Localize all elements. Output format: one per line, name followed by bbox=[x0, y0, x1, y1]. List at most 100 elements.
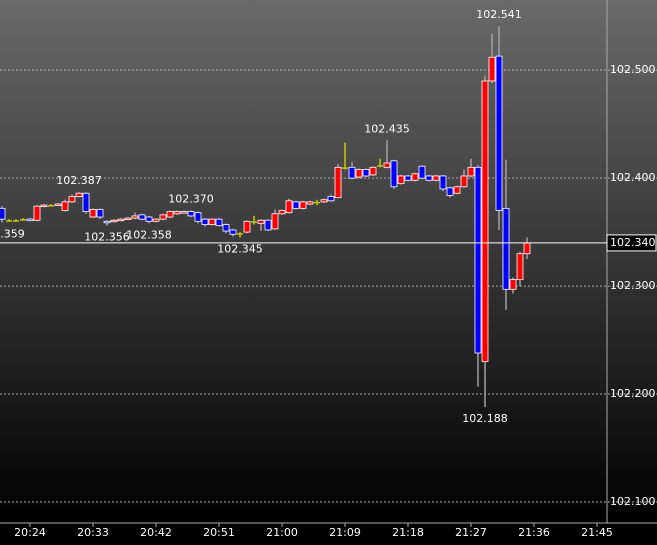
x-tick-label: 20:42 bbox=[140, 526, 172, 539]
candle-body bbox=[96, 209, 104, 218]
price-annotation: 102.358 bbox=[126, 228, 172, 241]
candle-body bbox=[180, 211, 188, 214]
x-tick-label: 21:00 bbox=[266, 526, 298, 539]
candle-body bbox=[0, 207, 6, 220]
candle-body bbox=[271, 213, 279, 230]
candle-body bbox=[215, 218, 223, 227]
candle-body bbox=[362, 169, 370, 177]
candle-body bbox=[103, 220, 111, 224]
candle-body bbox=[257, 219, 265, 224]
candle-body bbox=[432, 175, 440, 181]
candle-body bbox=[13, 220, 19, 222]
candle-body bbox=[453, 186, 461, 194]
candle-body bbox=[467, 166, 475, 177]
candle-body bbox=[208, 218, 216, 225]
plot-background bbox=[0, 0, 657, 523]
candle-body bbox=[124, 217, 132, 220]
candle-body bbox=[488, 56, 496, 82]
candle-body bbox=[502, 207, 510, 290]
y-tick-label: 102.400 bbox=[610, 171, 656, 184]
candle-body bbox=[145, 216, 153, 222]
candle-body bbox=[138, 214, 146, 220]
candle-body bbox=[383, 162, 391, 168]
candle-body bbox=[131, 215, 139, 219]
candle-body bbox=[342, 167, 348, 169]
candle-body bbox=[201, 218, 209, 225]
candle-body bbox=[320, 199, 328, 203]
y-tick-label: 102.100 bbox=[610, 495, 656, 508]
x-tick-label: 21:36 bbox=[518, 526, 550, 539]
candle-body bbox=[285, 200, 293, 214]
candle-body bbox=[425, 175, 433, 181]
y-tick-label: 102.300 bbox=[610, 279, 656, 292]
candle-body bbox=[222, 224, 230, 232]
price-annotation: 102.356 bbox=[84, 231, 130, 244]
x-tick-label: 21:45 bbox=[581, 526, 613, 539]
candle-body bbox=[229, 229, 237, 235]
candle-body bbox=[390, 160, 398, 188]
y-tick-label: 102.200 bbox=[610, 387, 656, 400]
candle-body bbox=[306, 201, 314, 205]
candle-body bbox=[474, 166, 482, 354]
price-annotation: 102.359 bbox=[0, 227, 25, 240]
candle-body bbox=[523, 242, 531, 255]
price-annotation: 102.387 bbox=[56, 174, 102, 187]
last-price-label: 102.340 bbox=[610, 236, 656, 249]
candle-body bbox=[173, 211, 181, 215]
candle-body bbox=[446, 187, 454, 196]
candle-body bbox=[110, 219, 118, 223]
candle-body bbox=[89, 209, 97, 218]
candle-body bbox=[439, 175, 447, 190]
candle-body bbox=[33, 205, 41, 221]
candle-body bbox=[411, 173, 419, 181]
candle-body bbox=[299, 201, 307, 209]
x-tick-label: 21:27 bbox=[455, 526, 487, 539]
candle-body bbox=[369, 166, 377, 176]
candle-body bbox=[117, 218, 125, 222]
candle-body bbox=[6, 220, 12, 222]
price-annotation: 102.435 bbox=[364, 122, 410, 135]
candle-body bbox=[481, 80, 489, 363]
candle-body bbox=[194, 212, 202, 222]
candle-body bbox=[404, 175, 412, 181]
candle-body bbox=[54, 203, 62, 206]
price-annotation: 102.345 bbox=[217, 243, 263, 256]
candle-body bbox=[237, 233, 243, 235]
candle-body bbox=[460, 175, 468, 188]
x-tick-label: 20:51 bbox=[203, 526, 235, 539]
candle-body bbox=[68, 196, 76, 203]
x-axis-band bbox=[0, 523, 657, 545]
candle-body bbox=[75, 192, 83, 197]
candle-body bbox=[159, 214, 167, 220]
candle-body bbox=[187, 211, 195, 217]
candle-body bbox=[243, 220, 251, 233]
candle-body bbox=[152, 218, 160, 222]
candle-body bbox=[292, 201, 300, 209]
x-tick-label: 21:09 bbox=[329, 526, 361, 539]
candle-body bbox=[251, 221, 257, 223]
price-annotation: 102.541 bbox=[476, 8, 522, 21]
candle-body bbox=[509, 279, 517, 290]
x-tick-label: 21:18 bbox=[392, 526, 424, 539]
candle-body bbox=[314, 201, 320, 204]
candle-body bbox=[166, 211, 174, 218]
candle-body bbox=[264, 219, 272, 231]
candle-body bbox=[516, 253, 524, 281]
x-tick-label: 20:33 bbox=[77, 526, 109, 539]
candle-body bbox=[278, 210, 286, 215]
price-annotation: 102.370 bbox=[168, 193, 214, 206]
candle-body bbox=[327, 196, 335, 202]
candle-body bbox=[61, 201, 69, 211]
candle-body bbox=[40, 204, 48, 208]
candle-body bbox=[418, 165, 426, 179]
candle-body bbox=[397, 175, 405, 184]
candle-body bbox=[348, 166, 356, 179]
candle-body bbox=[48, 205, 54, 207]
candle-body bbox=[355, 169, 363, 178]
price-annotation: 102.188 bbox=[462, 412, 508, 425]
candle-body bbox=[20, 219, 26, 221]
y-tick-label: 102.500 bbox=[610, 63, 656, 76]
candle-body bbox=[26, 218, 34, 222]
candle-body bbox=[495, 55, 503, 211]
